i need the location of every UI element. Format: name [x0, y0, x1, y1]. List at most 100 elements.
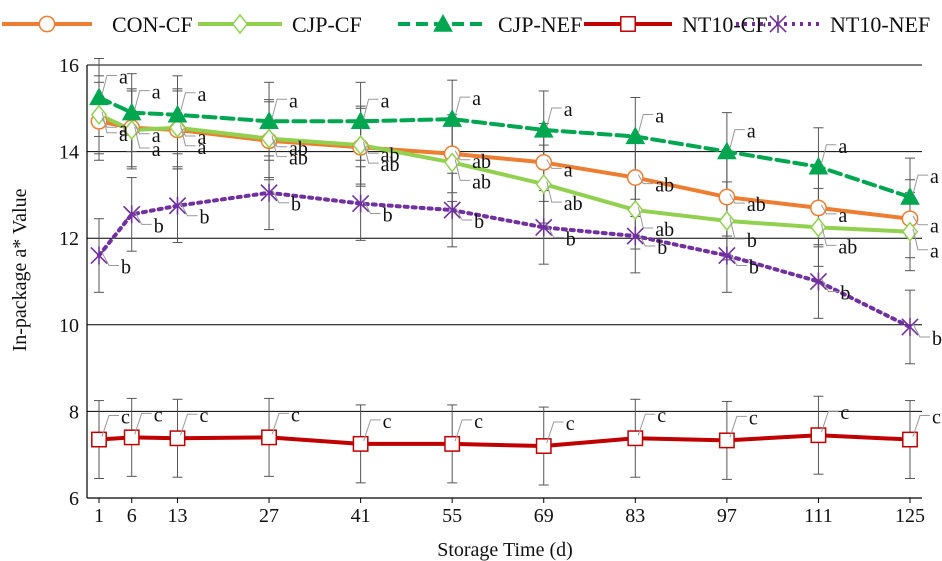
data-point — [718, 188, 736, 206]
svg-text:a: a — [564, 159, 573, 181]
data-point — [444, 152, 461, 173]
significance-label: c — [363, 411, 392, 442]
svg-text:c: c — [749, 407, 758, 429]
legend-label: NT10-NEF — [830, 12, 930, 37]
legend-item: NT10-CF — [584, 12, 768, 37]
data-point — [90, 246, 108, 265]
svg-text:c: c — [199, 405, 208, 427]
significance-label: b — [729, 217, 757, 252]
significance-label: a — [180, 84, 206, 112]
data-point — [167, 104, 188, 123]
significance-label: c — [546, 413, 575, 444]
data-point — [535, 438, 552, 454]
svg-text:b: b — [474, 211, 484, 233]
significance-label: ab — [729, 193, 766, 216]
data-point — [808, 156, 829, 175]
data-point — [810, 217, 827, 238]
svg-text:a: a — [838, 136, 847, 158]
series-line-con-cf — [97, 119, 912, 221]
x-tick-label: 69 — [534, 505, 554, 527]
significance-label: c — [912, 407, 941, 437]
x-tick-label: 41 — [351, 505, 371, 527]
data-point — [259, 111, 279, 129]
significance-label: a — [546, 99, 573, 128]
significance-label: ab — [454, 159, 491, 193]
svg-text:a: a — [289, 90, 298, 112]
error-bars — [94, 58, 915, 486]
significance-label: a — [101, 111, 128, 146]
svg-text:a: a — [197, 127, 206, 149]
significance-label: c — [454, 411, 483, 442]
significance-label: a — [134, 124, 161, 147]
svg-text:a: a — [655, 105, 664, 127]
svg-text:b: b — [566, 228, 576, 250]
svg-text:c: c — [566, 413, 575, 435]
significance-label: b — [912, 323, 942, 350]
significance-label: b — [180, 202, 209, 229]
series-line-cjp-nef — [97, 95, 912, 200]
significance-label: c — [180, 405, 208, 436]
x-tick-label: 13 — [167, 505, 187, 527]
data-point — [261, 429, 277, 446]
svg-text:a: a — [472, 88, 481, 110]
svg-text:a: a — [930, 241, 939, 263]
data-point — [900, 187, 920, 205]
significance-label: b — [101, 252, 131, 279]
svg-text:b: b — [932, 328, 942, 350]
svg-text:b: b — [747, 230, 757, 252]
data-point — [533, 119, 554, 138]
data-point — [901, 318, 919, 336]
legend-label: CON-CF — [112, 12, 193, 37]
significance-label: b — [820, 278, 850, 305]
legend-marker — [38, 15, 56, 33]
svg-text:b: b — [383, 205, 393, 227]
series-line-nt10-nef — [97, 190, 912, 329]
significance-label: a — [134, 82, 161, 110]
significance-label: ab — [637, 174, 674, 197]
data-point — [627, 430, 644, 447]
data-point — [626, 169, 644, 186]
data-point — [625, 126, 646, 145]
data-point — [123, 429, 140, 446]
significance-label: c — [134, 404, 163, 435]
data-point — [91, 431, 107, 448]
significance-label: a — [912, 215, 939, 238]
data-point — [627, 199, 644, 221]
y-axis-label: In-package a* Value — [9, 188, 31, 351]
legend: CON-CF CJP-CF CJP-NEF NT10-CF NT10-NEF — [2, 12, 930, 37]
significance-label: b — [729, 252, 759, 279]
data-point — [442, 109, 463, 127]
svg-text:c: c — [840, 402, 849, 424]
significance-label: a — [101, 118, 128, 140]
legend-label: CJP-CF — [292, 12, 362, 37]
data-point — [809, 272, 828, 291]
svg-text:c: c — [383, 411, 392, 433]
data-point — [121, 102, 142, 121]
svg-text:a: a — [930, 166, 939, 188]
significance-label: c — [820, 402, 849, 433]
significance-label: c — [637, 405, 666, 436]
significance-label: a — [179, 124, 206, 159]
svg-text:c: c — [291, 404, 300, 426]
data-point — [260, 183, 278, 202]
svg-text:b: b — [154, 215, 164, 237]
significance-label: b — [363, 200, 393, 227]
significance-label: c — [101, 407, 130, 437]
data-point — [352, 435, 369, 452]
svg-text:c: c — [932, 407, 941, 429]
y-tick-label: 6 — [69, 488, 79, 510]
significance-label: a — [134, 126, 161, 161]
x-tick-label: 125 — [895, 505, 925, 527]
legend-marker — [433, 13, 453, 32]
legend-item: NT10-NEF — [736, 12, 930, 37]
svg-text:a: a — [381, 90, 390, 112]
svg-text:b: b — [291, 194, 301, 216]
data-point — [168, 196, 187, 215]
svg-text:b: b — [749, 257, 759, 279]
data-point — [902, 431, 918, 448]
data-point — [443, 201, 461, 219]
svg-text:a: a — [152, 125, 161, 147]
y-tick-label: 16 — [59, 55, 79, 77]
